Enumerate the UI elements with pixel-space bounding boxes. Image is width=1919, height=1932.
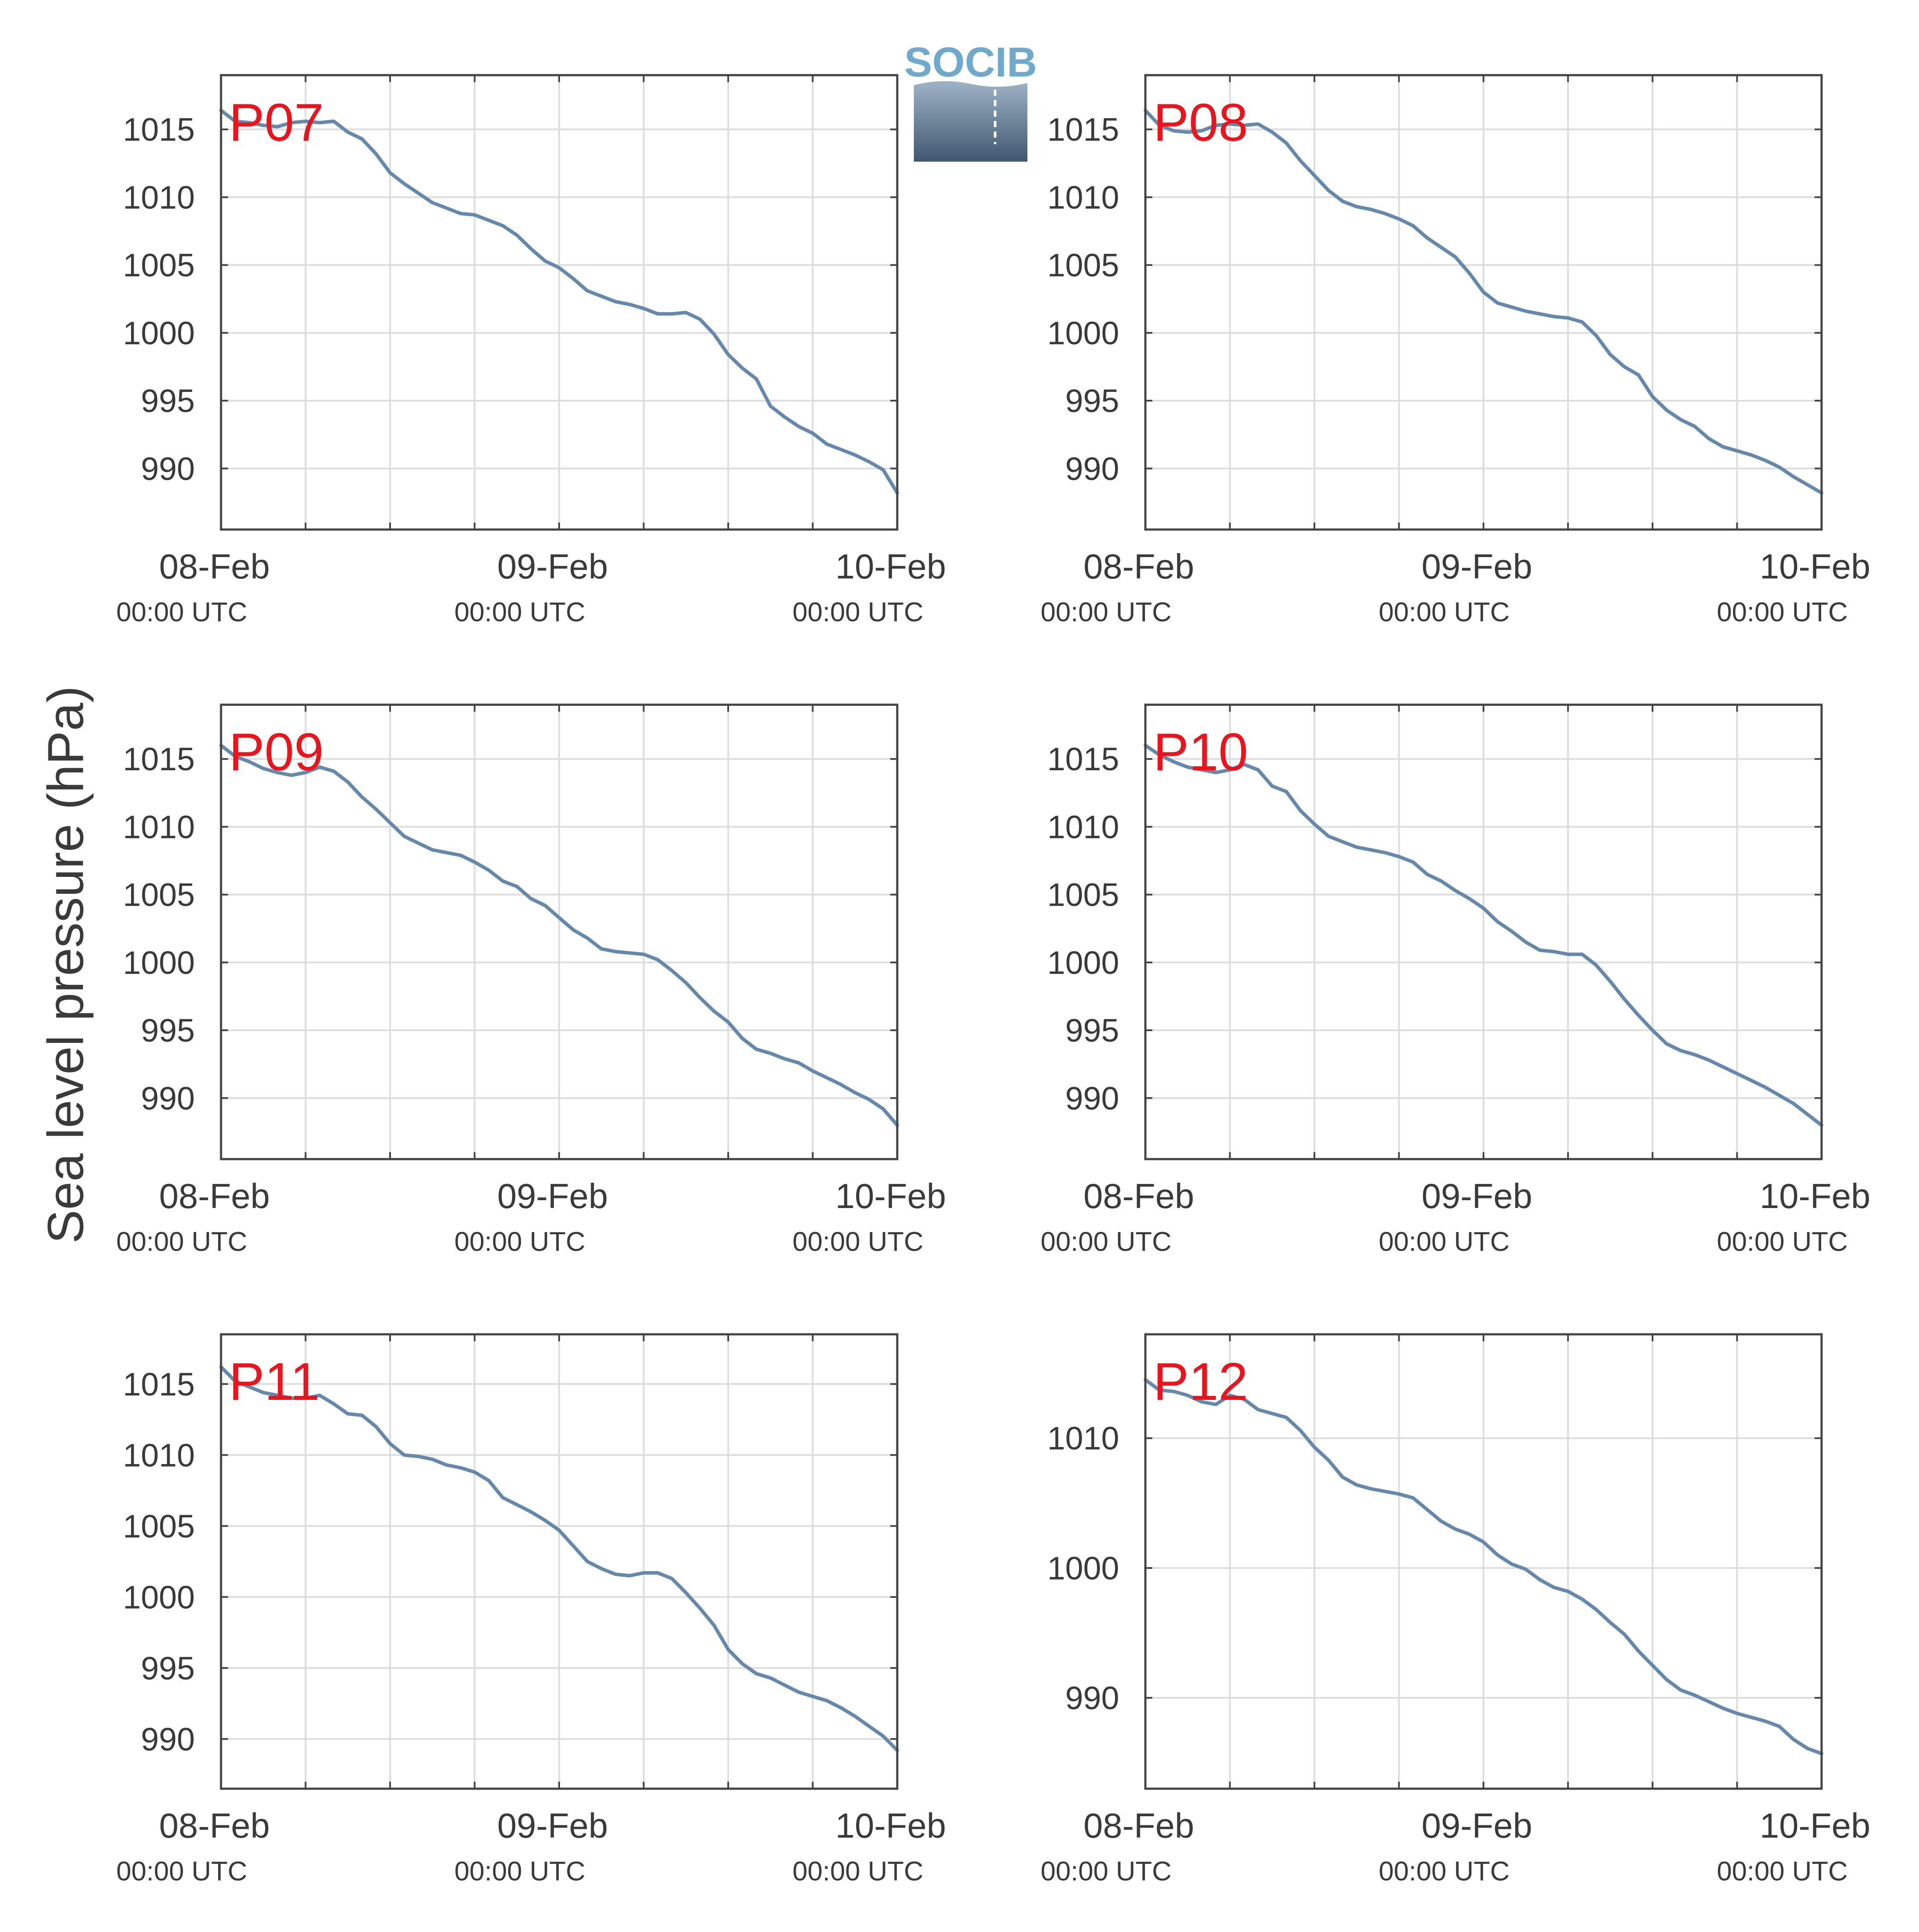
x-tick-sublabel: 00:00 UTC — [454, 1856, 585, 1887]
series-line — [1144, 744, 1823, 1127]
panel-title: P11 — [229, 1352, 320, 1411]
y-tick-label: 1010 — [123, 809, 195, 845]
y-tick-label: 1010 — [123, 179, 195, 215]
y-tick-label: 1010 — [123, 1437, 195, 1473]
y-tick-label: 1005 — [123, 877, 195, 913]
y-tick-label: 1005 — [123, 247, 195, 284]
y-tick-label: 1015 — [123, 1366, 195, 1402]
x-tick-sublabel: 00:00 UTC — [1041, 597, 1172, 627]
y-tick-label: 1015 — [123, 741, 195, 777]
y-tick-label: 1015 — [1047, 111, 1119, 148]
y-tick-label: 1015 — [123, 111, 195, 148]
y-axis-label: Sea level pressure (hPa) — [37, 686, 94, 1244]
y-tick-label: 990 — [141, 450, 195, 487]
y-tick-label: 1000 — [123, 1579, 195, 1615]
panel-p09: 990 995 1000 1005 1010 1015 08-Feb 00:00 UTC 09-… — [116, 703, 946, 1257]
y-tick-label: 1000 — [1047, 1550, 1119, 1586]
y-tick-label: 990 — [1065, 1680, 1119, 1716]
series-line — [219, 744, 899, 1127]
x-tick-sublabel: 00:00 UTC — [1379, 1227, 1510, 1257]
x-tick-label: 08-Feb — [159, 1806, 270, 1845]
x-tick-sublabel: 00:00 UTC — [1717, 1856, 1848, 1887]
x-tick-label: 08-Feb — [1083, 1806, 1194, 1845]
x-tick-label: 10-Feb — [1760, 1177, 1870, 1215]
x-tick-label: 10-Feb — [835, 1806, 946, 1845]
socib-logo: SOCIB — [904, 39, 1037, 162]
x-tick-label: 10-Feb — [1760, 547, 1870, 586]
x-tick-sublabel: 00:00 UTC — [1717, 597, 1848, 627]
axes-frame — [220, 703, 899, 1160]
x-tick-label: 10-Feb — [835, 547, 946, 586]
panel-title: P08 — [1153, 93, 1248, 152]
x-tick-sublabel: 00:00 UTC — [1041, 1227, 1172, 1257]
y-tick-label: 1000 — [123, 945, 195, 981]
x-tick-label: 10-Feb — [1760, 1806, 1870, 1845]
y-tick-label: 995 — [1065, 383, 1119, 419]
axes-frame — [220, 1333, 899, 1790]
x-tick-label: 09-Feb — [497, 1806, 608, 1845]
x-tick-sublabel: 00:00 UTC — [454, 1227, 585, 1257]
panel-p07: 990 995 1000 1005 1010 1015 08-Feb 00:00 UTC 09-… — [116, 74, 946, 627]
y-tick-label: 990 — [141, 1721, 195, 1757]
x-tick-sublabel: 00:00 UTC — [1379, 1856, 1510, 1887]
x-tick-sublabel: 00:00 UTC — [1717, 1227, 1848, 1257]
y-tick-label: 1010 — [1047, 1420, 1119, 1457]
panel-p08: 990 995 1000 1005 1010 1015 08-Feb 00:00 UTC 09-… — [1041, 74, 1871, 627]
x-tick-label: 09-Feb — [1421, 1806, 1532, 1845]
axes-frame — [1144, 74, 1823, 531]
y-tick-label: 990 — [1065, 450, 1119, 487]
logo-text: SOCIB — [904, 39, 1037, 86]
y-tick-label: 1015 — [1047, 741, 1119, 777]
panel-title: P09 — [229, 722, 324, 782]
y-tick-label: 995 — [141, 383, 195, 419]
x-tick-sublabel: 00:00 UTC — [116, 1856, 247, 1887]
panel-title: P07 — [229, 93, 324, 152]
panel-p11: 990 995 1000 1005 1010 1015 08-Feb 00:00 UTC 09-… — [116, 1333, 946, 1887]
y-tick-label: 1000 — [1047, 945, 1119, 981]
x-tick-label: 09-Feb — [497, 1177, 608, 1215]
axes-frame — [1144, 703, 1823, 1160]
x-tick-sublabel: 00:00 UTC — [792, 597, 923, 627]
x-tick-label: 09-Feb — [1421, 1177, 1532, 1215]
x-tick-sublabel: 00:00 UTC — [792, 1227, 923, 1257]
x-tick-sublabel: 00:00 UTC — [1379, 597, 1510, 627]
y-tick-label: 990 — [141, 1080, 195, 1116]
y-tick-label: 1000 — [1047, 315, 1119, 351]
x-tick-label: 10-Feb — [835, 1177, 946, 1215]
axes-frame — [220, 74, 899, 531]
x-tick-sublabel: 00:00 UTC — [454, 597, 585, 627]
x-tick-sublabel: 00:00 UTC — [792, 1856, 923, 1887]
series-line — [219, 108, 899, 495]
panel-title: P12 — [1153, 1352, 1248, 1411]
y-tick-label: 1005 — [1047, 247, 1119, 284]
x-tick-label: 08-Feb — [159, 547, 270, 586]
panel-p12: 990 1000 1010 08-Feb 00:00 UTC 09-Feb 00:00 UT… — [1041, 1333, 1871, 1887]
x-tick-sublabel: 00:00 UTC — [116, 597, 247, 627]
x-tick-label: 09-Feb — [497, 547, 608, 586]
y-tick-label: 990 — [1065, 1080, 1119, 1116]
x-tick-sublabel: 00:00 UTC — [1041, 1856, 1172, 1887]
y-tick-label: 1005 — [123, 1508, 195, 1544]
series-line — [1144, 1378, 1823, 1755]
x-tick-label: 08-Feb — [1083, 547, 1194, 586]
logo-wave-icon — [914, 81, 1027, 162]
axes-frame — [1144, 1333, 1823, 1790]
series-line — [1144, 108, 1823, 495]
y-tick-label: 1005 — [1047, 877, 1119, 913]
y-tick-label: 1010 — [1047, 809, 1119, 845]
series-line — [219, 1365, 899, 1752]
panel-title: P10 — [1153, 722, 1248, 782]
x-tick-sublabel: 00:00 UTC — [116, 1227, 247, 1257]
y-tick-label: 1010 — [1047, 179, 1119, 215]
y-tick-label: 995 — [141, 1650, 195, 1686]
x-tick-label: 08-Feb — [1083, 1177, 1194, 1215]
x-tick-label: 09-Feb — [1421, 547, 1532, 586]
y-tick-label: 1000 — [123, 315, 195, 351]
x-tick-label: 08-Feb — [159, 1177, 270, 1215]
y-tick-label: 995 — [1065, 1012, 1119, 1049]
y-tick-label: 995 — [141, 1012, 195, 1049]
panel-p10: 990 995 1000 1005 1010 1015 08-Feb 00:00 UTC 09-… — [1041, 703, 1871, 1257]
